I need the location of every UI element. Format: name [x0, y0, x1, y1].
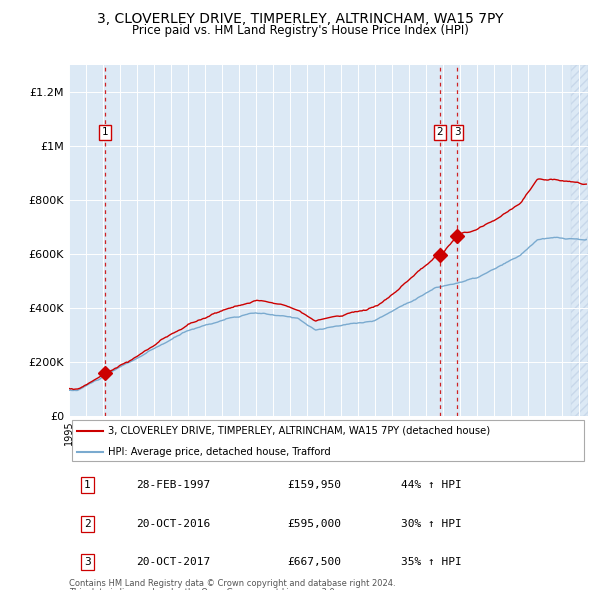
Text: 3, CLOVERLEY DRIVE, TIMPERLEY, ALTRINCHAM, WA15 7PY: 3, CLOVERLEY DRIVE, TIMPERLEY, ALTRINCHA… — [97, 12, 503, 26]
Text: 20-OCT-2017: 20-OCT-2017 — [136, 558, 211, 568]
Text: 28-FEB-1997: 28-FEB-1997 — [136, 480, 211, 490]
Text: 3: 3 — [84, 558, 91, 568]
FancyBboxPatch shape — [71, 419, 584, 461]
Text: 35% ↑ HPI: 35% ↑ HPI — [401, 558, 462, 568]
Text: Price paid vs. HM Land Registry's House Price Index (HPI): Price paid vs. HM Land Registry's House … — [131, 24, 469, 37]
Text: 3: 3 — [454, 127, 460, 137]
Text: 2: 2 — [84, 519, 91, 529]
Text: 1: 1 — [84, 480, 91, 490]
Text: This data is licensed under the Open Government Licence v3.0.: This data is licensed under the Open Gov… — [69, 588, 337, 590]
Text: HPI: Average price, detached house, Trafford: HPI: Average price, detached house, Traf… — [108, 447, 331, 457]
Text: 3, CLOVERLEY DRIVE, TIMPERLEY, ALTRINCHAM, WA15 7PY (detached house): 3, CLOVERLEY DRIVE, TIMPERLEY, ALTRINCHA… — [108, 426, 490, 436]
Text: 44% ↑ HPI: 44% ↑ HPI — [401, 480, 462, 490]
Text: Contains HM Land Registry data © Crown copyright and database right 2024.: Contains HM Land Registry data © Crown c… — [69, 579, 395, 588]
Text: £159,950: £159,950 — [287, 480, 341, 490]
Text: 20-OCT-2016: 20-OCT-2016 — [136, 519, 211, 529]
Text: 30% ↑ HPI: 30% ↑ HPI — [401, 519, 462, 529]
Text: 2: 2 — [437, 127, 443, 137]
Text: 1: 1 — [102, 127, 109, 137]
Text: £667,500: £667,500 — [287, 558, 341, 568]
Text: £595,000: £595,000 — [287, 519, 341, 529]
